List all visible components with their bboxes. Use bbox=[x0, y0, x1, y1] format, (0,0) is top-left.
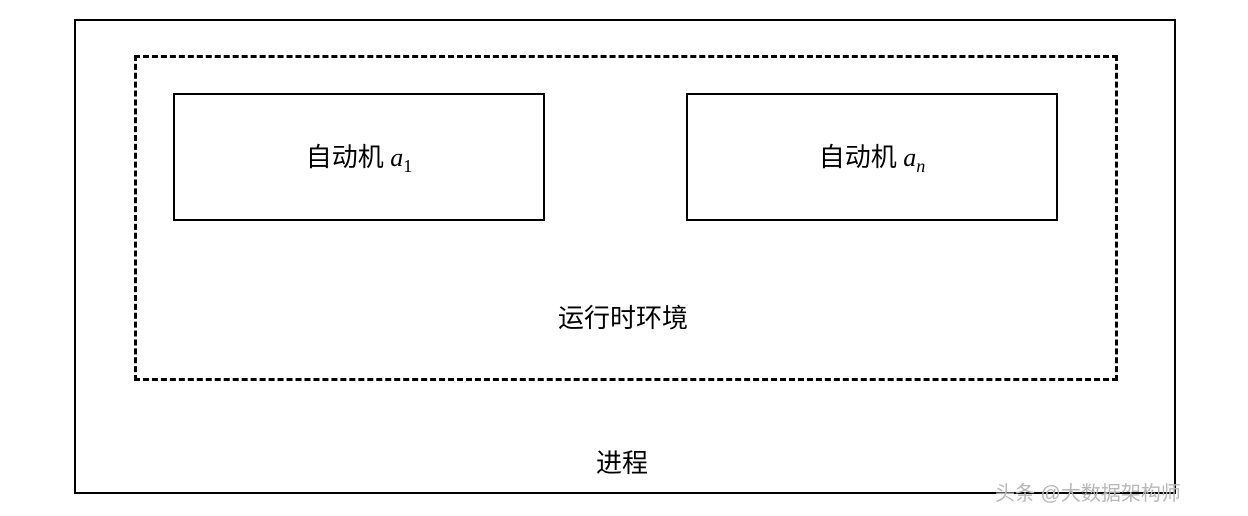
automaton-box-1: 自动机 a1 bbox=[173, 93, 545, 221]
automaton-label-1: 自动机 a1 bbox=[306, 137, 413, 177]
automaton-label-n: 自动机 an bbox=[819, 137, 926, 177]
process-label: 进程 bbox=[596, 443, 648, 480]
automaton-box-n: 自动机 an bbox=[686, 93, 1058, 221]
watermark-text: 头条 @大数据架构师 bbox=[995, 477, 1181, 506]
runtime-env-label: 运行时环境 bbox=[558, 298, 688, 335]
